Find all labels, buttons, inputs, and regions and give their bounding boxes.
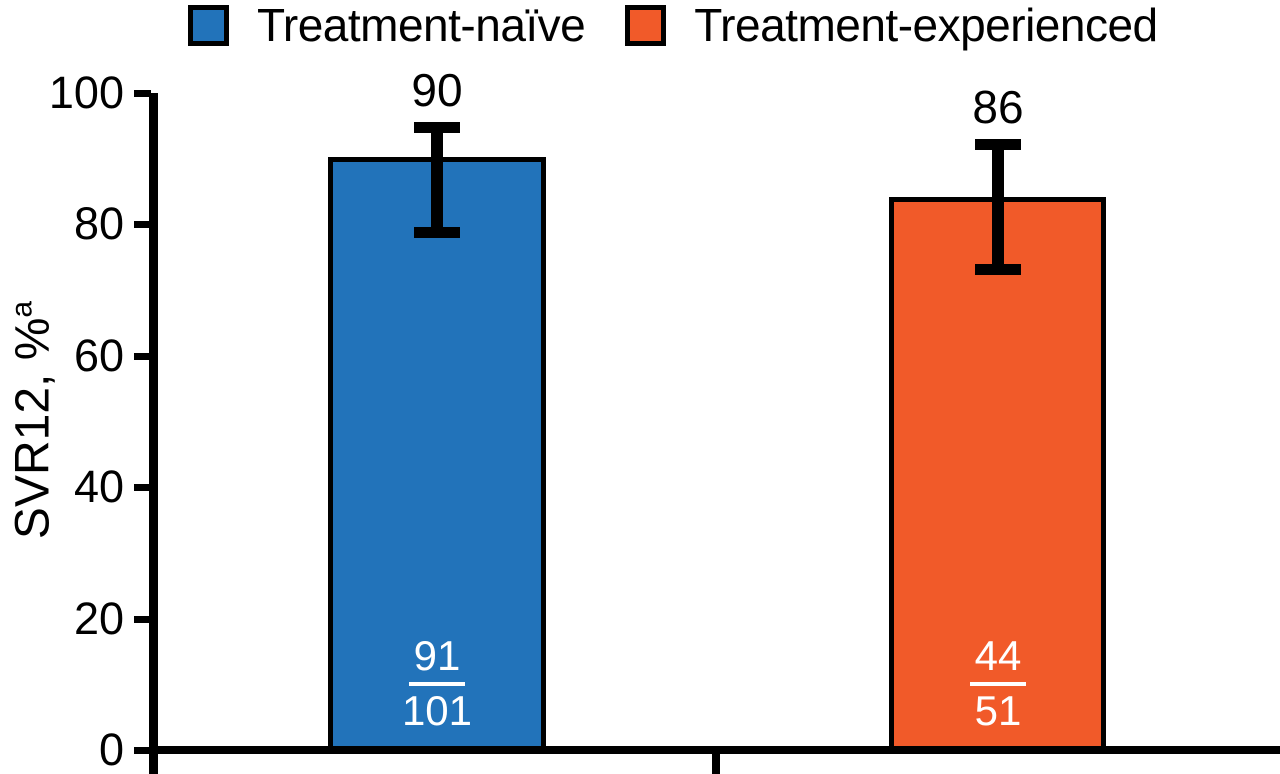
y-axis-tick-60 (134, 353, 151, 360)
fraction-numerator-treatment-na-ve: 91 (408, 633, 466, 686)
legend-label-treatment-naive: Treatment-naïve (257, 0, 586, 51)
y-axis-tick-80 (134, 221, 151, 228)
y-axis-tick-label-20: 20 (73, 593, 124, 644)
error-bar-top-cap-treatment-na-ve (414, 122, 460, 133)
error-bar-bottom-cap-treatment-na-ve (414, 227, 460, 238)
x-axis-category-divider-tick (712, 746, 720, 774)
bar-treatment-na-ve (328, 157, 546, 754)
legend-item-treatment-naive: Treatment-naïve (188, 0, 586, 51)
y-axis-footnote-marker: a (5, 300, 39, 318)
error-bar-line-treatment-na-ve (431, 127, 443, 232)
error-bar-bottom-cap-treatment-experienced (975, 264, 1021, 275)
legend: Treatment-naïve Treatment-experienced (188, 1, 1158, 49)
y-axis-tick-40 (134, 484, 151, 491)
y-axis-line (149, 93, 158, 774)
bar-value-label-treatment-na-ve: 90 (411, 64, 463, 116)
bar-treatment-experienced (889, 197, 1106, 754)
y-axis-tick-0 (134, 747, 151, 754)
fraction-denominator-treatment-experienced: 51 (974, 687, 1022, 734)
y-axis-tick-label-100: 100 (48, 67, 124, 118)
legend-swatch-blue-icon (188, 4, 229, 46)
y-axis-tick-100 (134, 90, 151, 97)
error-bar-top-cap-treatment-experienced (975, 139, 1021, 150)
legend-label-treatment-experienced: Treatment-experienced (694, 0, 1158, 51)
bar-fraction-treatment-experienced: 44 51 (918, 633, 1078, 734)
legend-swatch-orange-icon (625, 4, 667, 46)
error-bar-line-treatment-experienced (992, 144, 1004, 269)
bar-fraction-treatment-na-ve: 91 101 (357, 633, 517, 734)
fraction-denominator-treatment-na-ve: 101 (401, 687, 473, 734)
legend-item-treatment-experienced: Treatment-experienced (625, 0, 1158, 51)
bar-value-label-treatment-experienced: 86 (972, 81, 1024, 133)
fraction-numerator-treatment-experienced: 44 (969, 633, 1027, 686)
y-axis-tick-label-60: 60 (73, 330, 124, 381)
y-axis-tick-label-40: 40 (73, 461, 124, 512)
y-axis-tick-20 (134, 616, 151, 623)
y-axis-tick-label-80: 80 (73, 198, 124, 249)
y-axis-tick-label-0: 0 (98, 724, 124, 774)
